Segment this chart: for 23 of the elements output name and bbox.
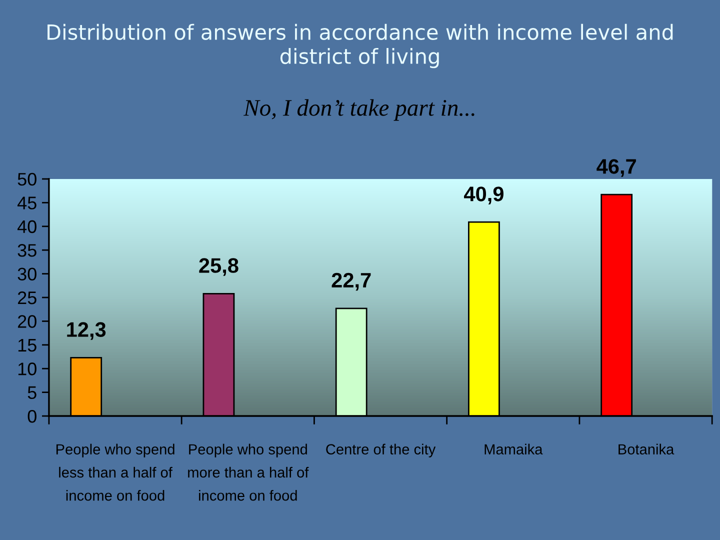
x-tick-label: Botanika — [618, 444, 674, 455]
data-label: 22,7 — [332, 272, 371, 291]
data-label: 40,9 — [464, 186, 504, 204]
data-label: 46,7 — [596, 159, 636, 177]
y-tick-label: 0 — [28, 410, 36, 423]
chart-subtitle: No, I don’t take part in... — [243, 99, 474, 121]
y-tick-label: 10 — [18, 362, 36, 376]
y-tick-label: 35 — [18, 244, 36, 257]
x-tick-label: People who spend more than a half of income on food — [188, 444, 309, 501]
y-tick-label: 45 — [17, 196, 36, 210]
data-label: 25,8 — [199, 258, 238, 276]
y-tick-label: 50 — [18, 172, 36, 186]
x-tick-label: Mamaika — [484, 444, 543, 455]
chart-title: Distribution of answers in accordance with income level and district of living — [48, 24, 673, 68]
y-tick-label: 20 — [18, 315, 36, 328]
y-tick-label: 5 — [28, 386, 36, 400]
y-tick-label: 40 — [17, 220, 36, 234]
x-tick-label: People who spend less than a half of income on food — [56, 444, 174, 501]
y-tick-label: 15 — [18, 339, 36, 352]
y-tick-label: 25 — [18, 291, 36, 304]
y-tick-label: 30 — [18, 268, 36, 280]
x-tick-label: Centre of the city — [326, 444, 436, 458]
data-label: 12,3 — [67, 322, 106, 340]
